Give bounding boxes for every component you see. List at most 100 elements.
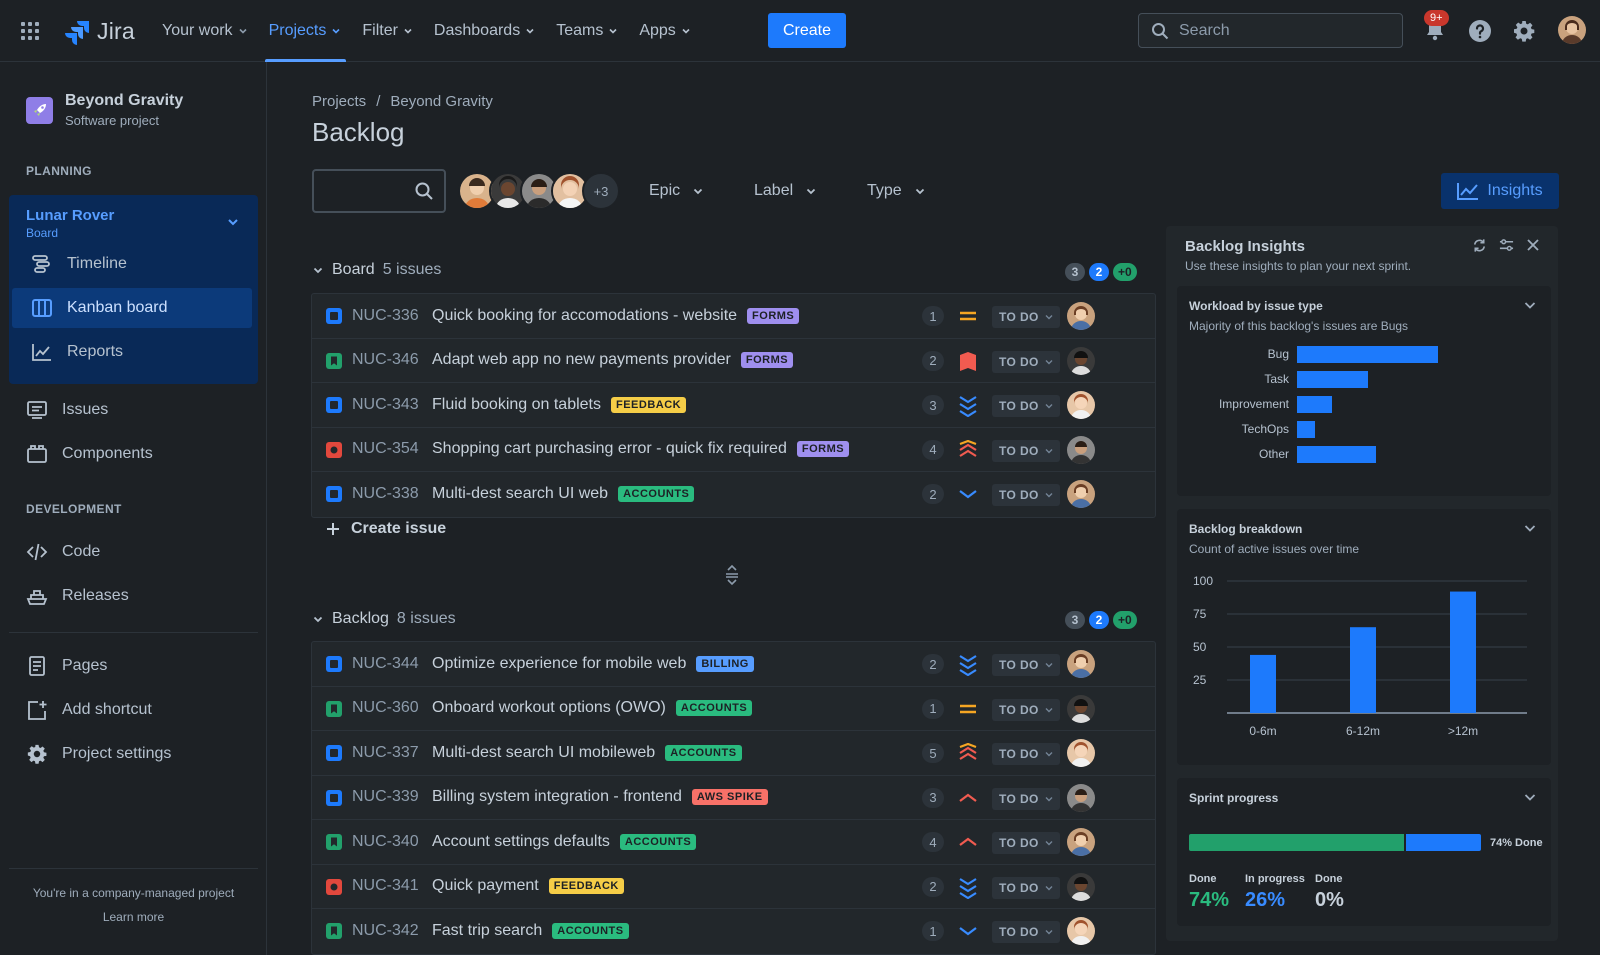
global-search[interactable] [1138, 13, 1403, 48]
sidebar-item-project-settings[interactable]: Project settings [26, 734, 171, 774]
issue-key[interactable]: NUC-341 [352, 877, 419, 895]
issue-key[interactable]: NUC-360 [352, 699, 419, 717]
sidebar-item-releases[interactable]: Releases [26, 576, 129, 616]
issue-key[interactable]: NUC-342 [352, 922, 419, 940]
workload-bar[interactable] [1297, 420, 1316, 438]
close-icon[interactable] [1526, 238, 1540, 253]
workload-bar[interactable] [1297, 345, 1438, 363]
sidebar-item-timeline[interactable]: Timeline [31, 244, 127, 284]
issue-row[interactable]: NUC-343 Fluid booking on tablets FEEDBACK 3… [312, 383, 1155, 428]
sidebar-item-pages[interactable]: Pages [26, 646, 107, 686]
filter-settings-icon[interactable] [1499, 238, 1514, 253]
issue-key[interactable]: NUC-338 [352, 485, 419, 503]
sidebar-item-issues[interactable]: Issues [26, 390, 108, 430]
sidebar-item-reports[interactable]: Reports [31, 332, 123, 372]
breakdown-bar[interactable] [1450, 591, 1476, 713]
assignee-avatar[interactable] [1067, 346, 1095, 375]
status-dropdown[interactable]: TO DO [992, 921, 1060, 943]
label-filter[interactable]: Label [754, 176, 817, 206]
issue-row[interactable]: NUC-342 Fast trip search ACCOUNTS 1 TO DO [312, 909, 1155, 954]
assignee-avatar[interactable] [1067, 391, 1095, 419]
issue-key[interactable]: NUC-337 [352, 743, 419, 761]
issue-title[interactable]: Onboard workout options (OWO) [432, 699, 666, 717]
sidebar-item-components[interactable]: Components [26, 434, 153, 474]
issue-title[interactable]: Adapt web app no new payments provider [432, 351, 731, 369]
assignee-avatar[interactable] [1067, 783, 1095, 812]
chevron-down-icon[interactable] [1523, 298, 1537, 312]
assignee-avatar[interactable] [1067, 872, 1095, 901]
assignee-avatar[interactable] [1067, 480, 1095, 508]
issue-key[interactable]: NUC-339 [352, 788, 419, 806]
issue-row[interactable]: NUC-337 Multi-dest search UI mobileweb ACC… [312, 731, 1155, 776]
assignee-avatar[interactable] [1067, 694, 1095, 723]
status-dropdown[interactable]: TO DO [992, 484, 1060, 506]
board-section-header[interactable]: Board 5 issues [312, 261, 441, 279]
workload-bar[interactable] [1297, 445, 1376, 463]
status-dropdown[interactable]: TO DO [992, 832, 1060, 854]
type-filter[interactable]: Type [867, 176, 926, 206]
issue-row[interactable]: NUC-344 Optimize experience for mobile we… [312, 642, 1155, 687]
sidebar-item-code[interactable]: Code [26, 532, 100, 572]
user-avatar[interactable] [1558, 16, 1586, 44]
backlog-search-input[interactable] [312, 169, 446, 213]
settings-gear-icon[interactable] [1512, 19, 1536, 43]
chevron-down-icon[interactable] [1523, 790, 1537, 804]
sidebar-item-add-shortcut[interactable]: Add shortcut [26, 690, 152, 730]
nav-your-work[interactable]: Your work [152, 0, 259, 62]
breadcrumb-project[interactable]: Beyond Gravity [390, 93, 493, 110]
issue-title[interactable]: Multi-dest search UI mobileweb [432, 743, 656, 761]
epic-filter[interactable]: Epic [649, 176, 704, 206]
assignee-avatar[interactable] [1067, 435, 1095, 464]
issue-title[interactable]: Quick booking for accomodations - websit… [432, 306, 738, 324]
nav-dashboards[interactable]: Dashboards [424, 0, 546, 62]
status-dropdown[interactable]: TO DO [992, 439, 1060, 462]
avatar[interactable] [458, 172, 496, 210]
issue-key[interactable]: NUC-336 [352, 306, 419, 324]
issue-row[interactable]: NUC-339 Billing system integration - fron… [312, 776, 1155, 820]
status-dropdown[interactable]: TO DO [992, 654, 1060, 676]
create-button[interactable]: Create [768, 13, 846, 48]
issue-row[interactable]: NUC-354 Shopping cart purchasing error - … [312, 428, 1155, 472]
workload-bar[interactable] [1297, 395, 1333, 413]
issue-row[interactable]: NUC-338 Multi-dest search UI web ACCOUNTS 2… [312, 472, 1155, 517]
status-dropdown[interactable]: TO DO [992, 306, 1060, 328]
issue-key[interactable]: NUC-343 [352, 395, 419, 413]
issue-title[interactable]: Fluid booking on tablets [432, 395, 601, 413]
refresh-icon[interactable] [1472, 238, 1487, 253]
status-dropdown[interactable]: TO DO [992, 787, 1060, 810]
issue-row[interactable]: NUC-346 Adapt web app no new payments pro… [312, 339, 1155, 383]
sidebar-item-kanban-board[interactable]: Kanban board [12, 288, 252, 328]
learn-more-link[interactable]: Learn more [102, 910, 165, 924]
breakdown-bar[interactable] [1250, 654, 1276, 713]
chevron-down-icon[interactable] [1523, 521, 1537, 535]
status-dropdown[interactable]: TO DO [992, 698, 1060, 721]
status-dropdown[interactable]: TO DO [992, 395, 1060, 417]
workload-bar[interactable] [1297, 370, 1368, 388]
issue-key[interactable]: NUC-340 [352, 832, 419, 850]
resize-handle-icon[interactable] [723, 564, 741, 586]
status-dropdown[interactable]: TO DO [992, 350, 1060, 373]
issue-row[interactable]: NUC-360 Onboard workout options (OWO) ACCO… [312, 687, 1155, 731]
assignee-avatar[interactable] [1067, 302, 1095, 330]
more-assignees[interactable]: +3 [582, 172, 620, 210]
nav-filter[interactable]: Filter [352, 0, 424, 62]
create-issue-button[interactable]: Create issue [325, 520, 446, 538]
nav-projects[interactable]: Projects [259, 0, 353, 62]
help-icon[interactable] [1468, 19, 1492, 43]
issue-key[interactable]: NUC-344 [352, 654, 419, 672]
insights-button[interactable]: Insights [1441, 173, 1559, 209]
nav-apps[interactable]: Apps [629, 0, 701, 62]
issue-row[interactable]: NUC-336 Quick booking for accomodations -… [312, 294, 1155, 339]
issue-title[interactable]: Fast trip search [432, 922, 543, 940]
issue-title[interactable]: Account settings defaults [432, 832, 610, 850]
assignee-avatar[interactable] [1067, 828, 1095, 856]
app-switcher-icon[interactable] [20, 21, 40, 41]
issue-title[interactable]: Billing system integration - frontend [432, 788, 682, 806]
breadcrumb-projects[interactable]: Projects [312, 93, 367, 110]
issue-title[interactable]: Optimize experience for mobile web [432, 654, 687, 672]
issue-row[interactable]: NUC-340 Account settings defaults ACCOUNTS… [312, 820, 1155, 865]
issue-key[interactable]: NUC-346 [352, 351, 419, 369]
status-dropdown[interactable]: TO DO [992, 876, 1060, 899]
breakdown-bar[interactable] [1350, 627, 1376, 713]
issue-title[interactable]: Quick payment [432, 877, 539, 895]
